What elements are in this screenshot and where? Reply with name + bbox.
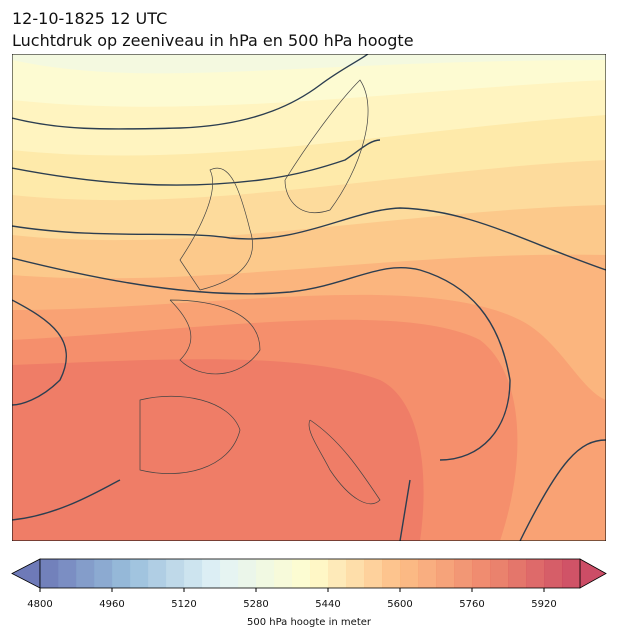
colorbar-tick-label: 4800 (27, 599, 52, 610)
colorbar-segment (256, 559, 275, 588)
colorbar-segment (166, 559, 185, 588)
colorbar-extend-max (579, 558, 607, 589)
colorbar-label: 500 hPa hoogte in meter (247, 617, 372, 628)
colorbar-segment (238, 559, 257, 588)
colorbar-segment (58, 559, 77, 588)
colorbar-segment (40, 559, 59, 588)
colorbar-frame (39, 558, 581, 589)
colorbar-segment (490, 559, 509, 588)
colorbar-segment (220, 559, 239, 588)
colorbar-tick-label: 5760 (459, 599, 484, 610)
title-date: 12-10-1825 12 UTC (12, 9, 167, 28)
colorbar-segment (454, 559, 473, 588)
colorbar-segment (418, 559, 437, 588)
colorbar-segment (526, 559, 545, 588)
colorbar-segment (436, 559, 455, 588)
colorbar-segment (310, 559, 329, 588)
colorbar-segment (184, 559, 203, 588)
colorbar-segment (274, 559, 293, 588)
colorbar-segment (76, 559, 95, 588)
colorbar-tick-label: 4960 (99, 599, 124, 610)
colorbar-segment (130, 559, 149, 588)
colorbar-segment (400, 559, 419, 588)
colorbar-tick-label: 5120 (171, 599, 196, 610)
colorbar-segment (94, 559, 113, 588)
colorbar-extend-min (11, 558, 41, 589)
colorbar-tick-label: 5280 (243, 599, 268, 610)
colorbar-tick-label: 5440 (315, 599, 340, 610)
colorbar-segment (328, 559, 347, 588)
colorbar-tick-label: 5920 (531, 599, 556, 610)
colorbar-segment (112, 559, 131, 588)
title-description: Luchtdruk op zeeniveau in hPa en 500 hPa… (12, 31, 414, 50)
colorbar-segment (346, 559, 365, 588)
colorbar-segment (364, 559, 383, 588)
colorbar-segment (148, 559, 167, 588)
colorbar-tick-label: 5600 (387, 599, 412, 610)
map (12, 54, 606, 541)
colorbar-segment (508, 559, 527, 588)
colorbar-segment (292, 559, 311, 588)
colorbar: 4800 4960 5120 5280 5440 5600 5760 5920 (11, 558, 607, 610)
colorbar-segment (472, 559, 491, 588)
colorbar-segment (544, 559, 563, 588)
colorbar-segment (202, 559, 221, 588)
colorbar-segment (562, 559, 581, 588)
colorbar-segment (382, 559, 401, 588)
